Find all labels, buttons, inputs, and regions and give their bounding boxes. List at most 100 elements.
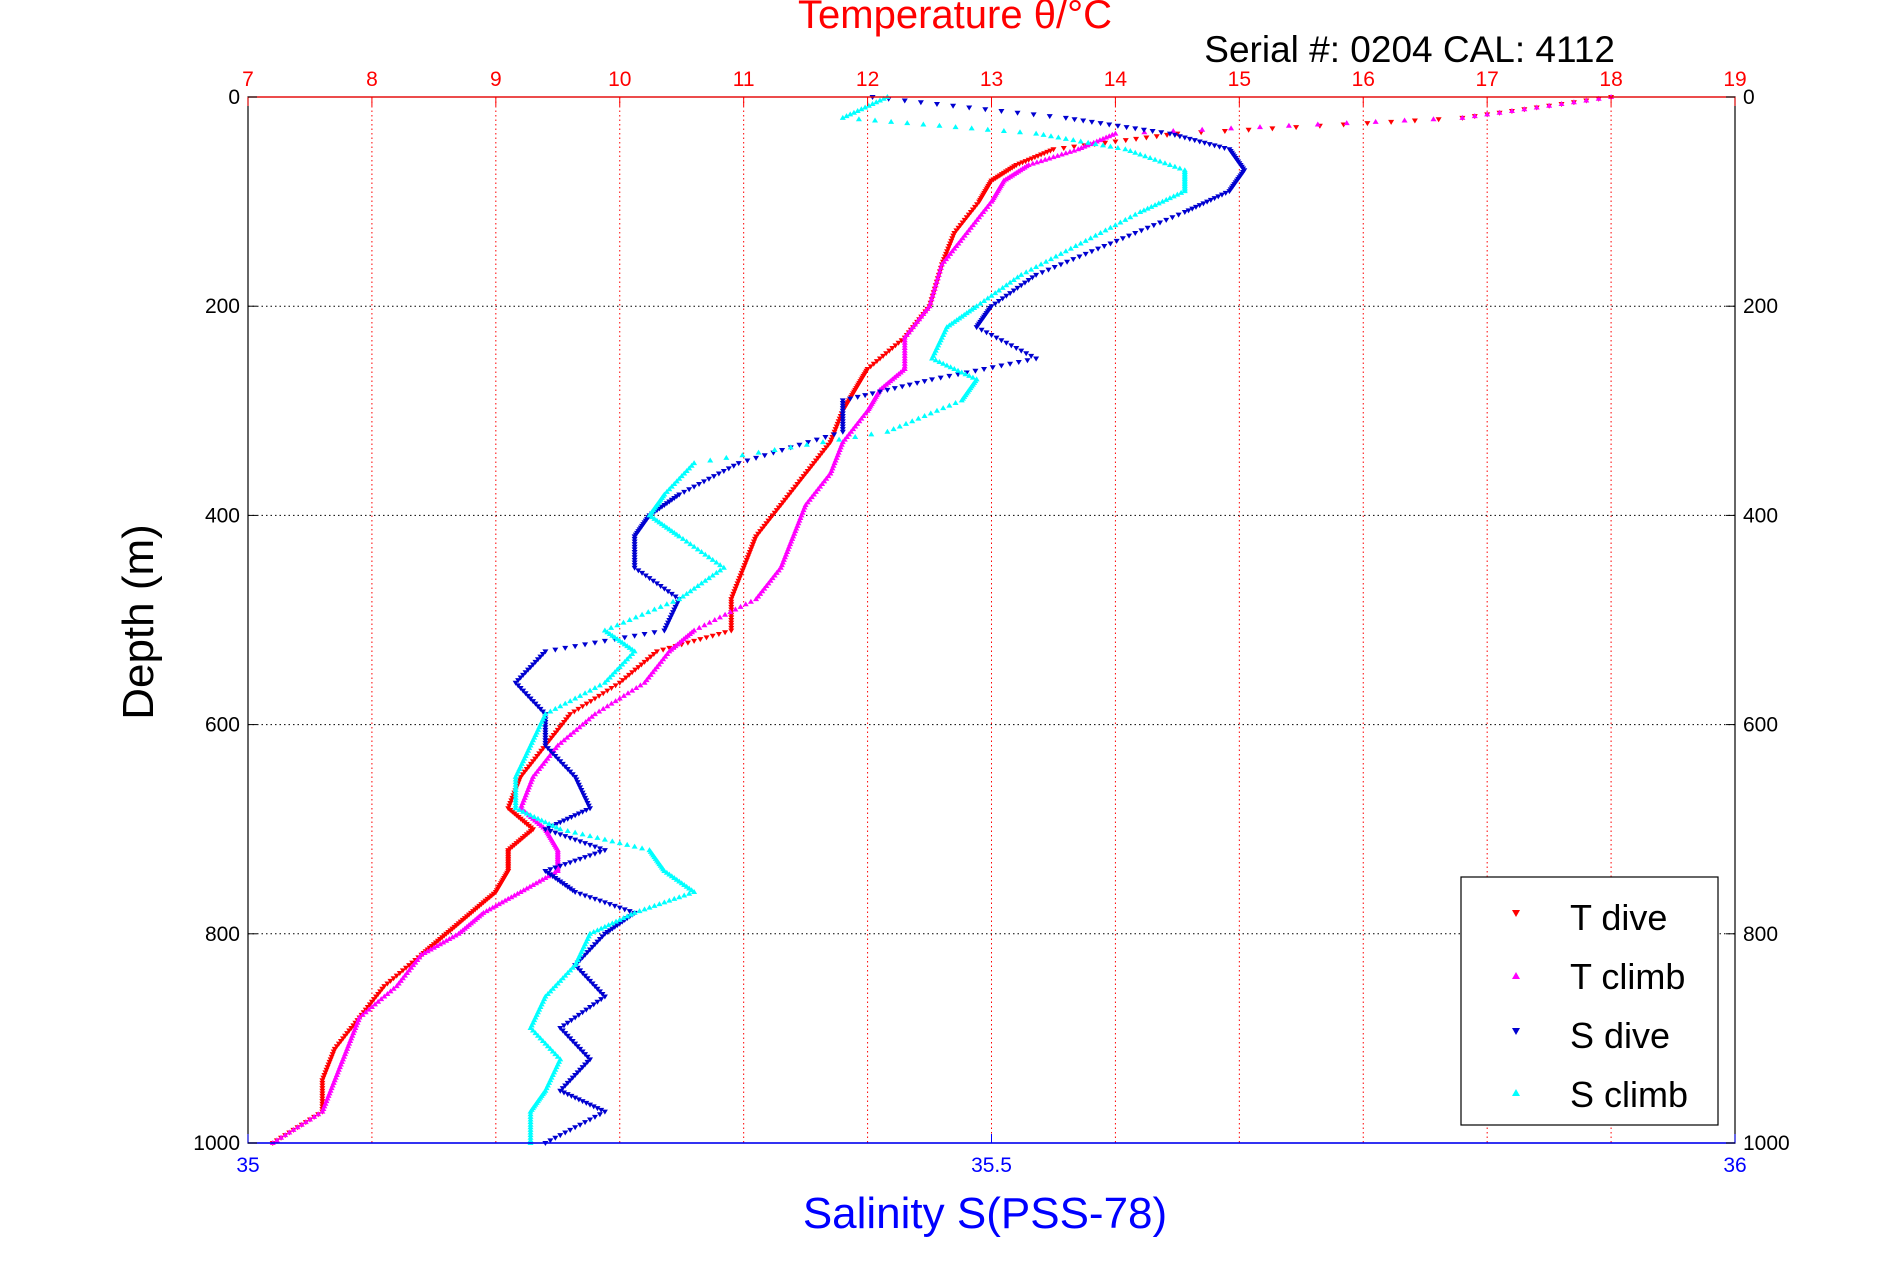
data-point: [1046, 155, 1053, 161]
data-point: [583, 798, 590, 804]
data-point: [1028, 156, 1035, 162]
data-point: [1106, 122, 1113, 128]
data-point: [1033, 130, 1040, 136]
data-point: [946, 373, 953, 379]
data-point: [1025, 278, 1032, 284]
data-point: [804, 468, 811, 474]
data-point: [723, 454, 730, 460]
data-point: [1062, 248, 1069, 254]
data-point: [743, 557, 750, 563]
data-point: [944, 249, 951, 255]
data-point: [1293, 125, 1300, 131]
data-point: [722, 630, 729, 636]
data-point: [1028, 353, 1035, 359]
data-point: [572, 774, 579, 780]
data-point: [294, 1124, 301, 1130]
data-point: [890, 426, 897, 432]
data-point: [437, 941, 444, 947]
data-point: [1112, 139, 1119, 145]
data-point: [544, 746, 551, 752]
data-point: [694, 546, 701, 552]
data-point: [594, 927, 601, 933]
data-point: [587, 833, 594, 839]
data-point: [626, 672, 633, 678]
data-point: [591, 640, 598, 646]
data-point: [523, 767, 530, 773]
data-point: [696, 482, 703, 488]
data-point: [730, 463, 737, 469]
data-point: [591, 984, 598, 990]
data-point: [527, 1134, 534, 1140]
data-point: [536, 751, 543, 757]
data-point: [711, 617, 718, 622]
data-point: [639, 611, 646, 617]
data-point: [945, 246, 952, 252]
data-point: [1196, 139, 1203, 145]
data-point: [582, 642, 589, 648]
data-point: [728, 623, 735, 629]
data-point: [534, 753, 541, 759]
data-point: [512, 800, 519, 806]
data-point: [517, 888, 524, 894]
data-point: [839, 411, 846, 417]
data-point: [1122, 216, 1129, 222]
data-point: [578, 787, 585, 793]
data-point: [671, 895, 678, 901]
data-point: [601, 638, 608, 644]
data-point: [779, 500, 786, 506]
data-point: [1137, 209, 1144, 215]
data-point: [697, 637, 704, 643]
data-point: [755, 449, 762, 455]
data-point: [377, 989, 384, 995]
data-point: [548, 735, 555, 741]
data-point: [286, 1129, 293, 1135]
data-point: [901, 355, 908, 361]
data-point: [631, 563, 638, 569]
data-point: [572, 962, 579, 968]
data-point: [520, 808, 527, 814]
data-point: [746, 550, 753, 556]
data-point: [705, 575, 712, 581]
data-point: [421, 949, 428, 955]
data-point: [1033, 159, 1040, 165]
data-point: [567, 860, 574, 866]
tick-label-depth-left: 600: [205, 714, 240, 737]
data-point: [449, 934, 456, 940]
data-point: [843, 113, 850, 119]
data-point: [728, 625, 735, 631]
data-point: [995, 298, 1002, 304]
data-point: [384, 990, 391, 996]
data-point: [557, 820, 564, 826]
data-point: [902, 420, 909, 426]
data-point: [1067, 245, 1074, 251]
data-point: [988, 332, 995, 338]
data-point: [1038, 152, 1045, 158]
data-point: [601, 848, 608, 854]
data-point: [547, 828, 554, 834]
series-t-climb: [269, 94, 1615, 1145]
data-point: [1144, 225, 1151, 231]
data-point: [527, 1121, 534, 1127]
data-point: [527, 1119, 534, 1125]
data-point: [1256, 124, 1263, 130]
data-point: [306, 1116, 313, 1122]
data-point: [662, 625, 669, 631]
data-point: [1133, 136, 1140, 142]
legend-label-t-dive: T dive: [1570, 897, 1667, 938]
data-point: [676, 475, 683, 481]
data-point: [629, 670, 636, 676]
data-point: [706, 619, 713, 625]
data-point: [319, 1083, 326, 1089]
data-point: [538, 748, 545, 754]
data-point: [741, 563, 748, 569]
data-point: [936, 268, 943, 274]
data-point: [1018, 271, 1025, 277]
data-point: [333, 1044, 340, 1050]
data-point: [568, 1018, 575, 1024]
data-point: [1023, 351, 1030, 357]
data-point: [532, 659, 539, 665]
data-point: [527, 665, 534, 671]
data-point: [1196, 203, 1203, 209]
data-point: [572, 837, 579, 843]
data-point: [570, 729, 577, 735]
